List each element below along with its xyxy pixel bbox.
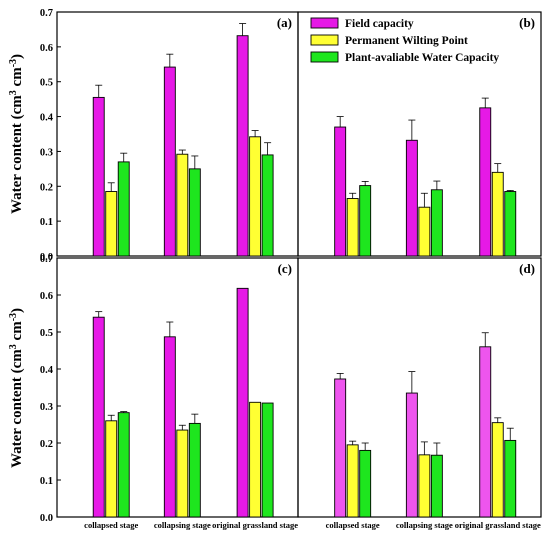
bar	[346, 444, 359, 518]
legend-label: Plant-avaliable Water Capacity	[345, 52, 499, 64]
x-tick-label: collapsing stage	[396, 520, 453, 530]
bar	[261, 402, 274, 518]
bar	[334, 126, 347, 257]
bar	[163, 66, 176, 257]
panels: 0.00.10.20.30.40.50.60.7(a) (b)0.00.10.20…	[40, 8, 542, 530]
y-axis-title: Water content (cm3 cm-3)	[8, 308, 26, 468]
legend-item: Plant-avaliable Water Capacity	[310, 51, 499, 64]
x-tick-label: collapsed stage	[326, 520, 380, 530]
bar	[430, 189, 443, 257]
bar	[188, 422, 201, 518]
bar	[479, 346, 492, 518]
bar	[117, 412, 130, 518]
bar	[176, 429, 189, 518]
legend-label: Permanent Wilting Point	[345, 35, 468, 47]
y-tick-label: 0.2	[40, 439, 53, 450]
legend-swatch	[310, 17, 339, 29]
y-tick-label: 0.7	[40, 8, 53, 19]
y-tick-label: 0.1	[40, 217, 53, 228]
bar	[105, 420, 118, 518]
y-tick-label: 0.3	[40, 402, 53, 413]
bar	[346, 198, 359, 257]
y-tick-label: 0.5	[40, 78, 53, 89]
legend-swatch	[310, 51, 339, 63]
bar	[418, 206, 431, 257]
bar	[236, 287, 249, 518]
bar	[334, 378, 347, 518]
y-tick-label: 0.3	[40, 147, 53, 158]
bar	[491, 171, 504, 257]
panel-a: 0.0 0.1 0.2 0.3 0.4 0.5 0.6 0.7 (a)	[40, 8, 299, 263]
y-tick-label: 0.4	[40, 113, 54, 124]
y-axis-title-bottom: Water content (cm3 cm-3)	[8, 308, 26, 468]
bar	[359, 449, 372, 518]
bar	[236, 35, 249, 257]
legend-item: Field capacity	[310, 17, 414, 30]
legend-label: Field capacity	[345, 18, 414, 30]
bar	[249, 401, 262, 518]
legend: Field capacity Permanent Wilting Point Pla…	[310, 17, 499, 64]
panel-label: (c)	[278, 261, 292, 276]
y-tick-label: 0.7	[40, 254, 53, 265]
y-tick-label: 0.2	[40, 182, 53, 193]
legend-item: Permanent Wilting Point	[310, 34, 468, 47]
panel-label: (a)	[277, 15, 292, 30]
y-axis-title-top: Water content (cm3 cm-3)	[8, 54, 26, 214]
panel-b: (b)	[297, 11, 542, 257]
panel-c: 0.0 0.1 0.2 0.3 0.4 0.5 0.6 0.7 (c) collapsed sta…	[40, 254, 299, 530]
y-tick-label: 0.0	[40, 252, 53, 263]
panel-d: (d) collapsed stage collapsing stage origin…	[297, 257, 542, 530]
x-tick-label: collapsed stage	[84, 520, 138, 530]
panel-label: (b)	[519, 15, 535, 30]
x-tick-label: original grassland stage	[455, 520, 541, 530]
y-tick-label: 0.0	[40, 513, 53, 524]
bar	[359, 185, 372, 257]
legend-swatch	[310, 34, 339, 46]
bar	[117, 161, 130, 257]
bar	[405, 139, 418, 257]
bar	[491, 422, 504, 518]
panel-label: (d)	[519, 261, 535, 276]
y-tick-label: 0.5	[40, 328, 53, 339]
bar	[92, 316, 105, 518]
bar	[92, 96, 105, 257]
bar	[418, 454, 431, 518]
bar	[105, 191, 118, 257]
bar	[261, 154, 274, 257]
bar	[405, 392, 418, 518]
y-tick-label: 0.6	[40, 291, 53, 302]
bar	[249, 136, 262, 257]
bar	[504, 439, 517, 518]
bar	[163, 336, 176, 518]
bar	[188, 168, 201, 257]
bar	[430, 454, 443, 518]
bar	[176, 153, 189, 257]
x-tick-label: collapsing stage	[154, 520, 211, 530]
bar	[479, 107, 492, 257]
y-tick-label: 0.6	[40, 43, 53, 54]
bar	[504, 191, 517, 257]
y-tick-label: 0.1	[40, 476, 53, 487]
y-tick-label: 0.4	[40, 365, 54, 376]
x-tick-label: original grassland stage	[212, 520, 298, 530]
y-axis-title: Water content (cm3 cm-3)	[8, 54, 26, 214]
